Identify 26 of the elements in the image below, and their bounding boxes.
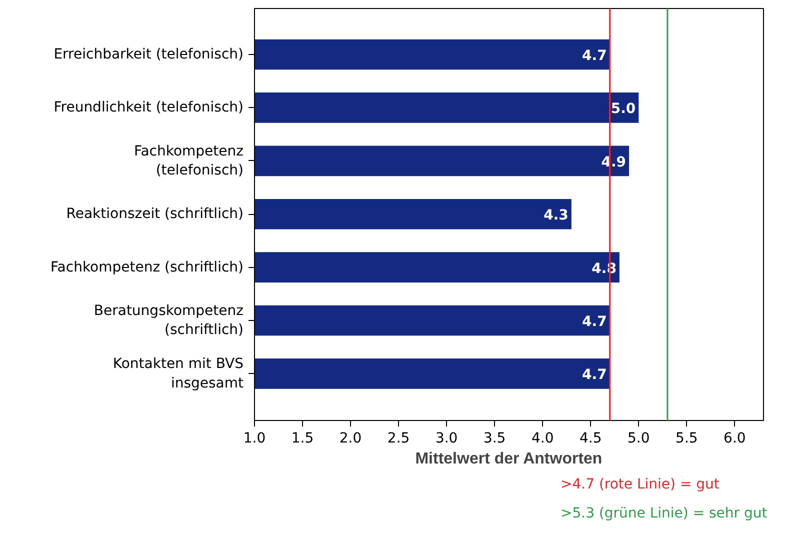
text: 2.5 [387,430,410,446]
y-tick-label: Freundlichkeit (telefonisch) [54,100,244,116]
text: 5.5 [676,430,698,446]
text: 4.0 [531,430,554,446]
text: 1.0 [243,430,266,446]
text: 6.0 [724,430,746,446]
ref-line-label: >4.7 (rote Linie) = gut [560,476,720,492]
y-tick-label: Reaktionszeit (schriftlich) [66,206,244,222]
y-tick-label: Fachkompetenz (telefonisch) [134,143,244,179]
text: 4.5 [580,430,602,446]
text: 3.0 [435,430,458,446]
data-label: 4.7 [582,367,607,384]
y-tick-label: Fachkompetenz (schriftlich) [50,259,244,276]
data-label: 4.7 [582,314,607,330]
y-tick-label: Kontakten mit BVS insgesamt [112,356,244,392]
y-tick-label: Erreichbarkeit (telefonisch) [54,46,244,63]
text: 5.0 [628,430,650,446]
data-label: 4.7 [582,48,607,64]
ref-line-label: >5.3 (grüne Linie) = sehr gut [560,506,768,522]
text: 1.5 [291,430,314,446]
text: 3.5 [483,430,506,446]
y-tick-label: Beratungskompetenz (schriftlich) [94,302,244,338]
text: 2.0 [339,430,362,446]
x-axis-title: Mittelwert der Antworten [415,450,602,468]
data-label: 4.3 [544,208,568,224]
data-label: 5.0 [610,101,636,118]
